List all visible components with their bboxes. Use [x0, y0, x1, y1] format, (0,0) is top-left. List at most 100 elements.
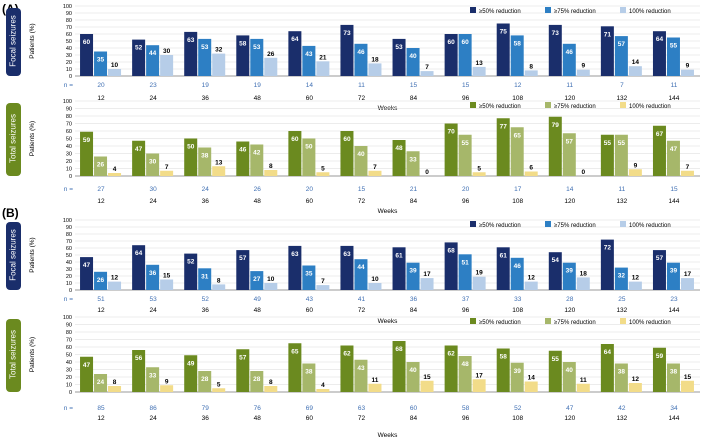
- bar: [236, 35, 250, 76]
- x-tick-label: 108: [512, 307, 523, 314]
- data-label: 44: [149, 50, 157, 57]
- data-label: 11: [372, 377, 379, 384]
- x-tick-label: 48: [254, 95, 262, 102]
- x-tick-label: 108: [512, 95, 523, 102]
- n-label: 20: [97, 82, 105, 89]
- bar: [406, 262, 420, 290]
- legend-label: 100% reduction: [629, 223, 671, 229]
- x-tick-label: 84: [410, 415, 418, 422]
- bar: [562, 133, 576, 176]
- y-tick-label: 100: [63, 99, 72, 105]
- bar: [444, 242, 458, 290]
- y-tick-label: 10: [66, 67, 72, 73]
- bar: [576, 383, 590, 392]
- bar: [160, 55, 174, 76]
- data-label: 6: [529, 165, 533, 172]
- x-tick-label: 120: [564, 307, 575, 314]
- bar: [354, 259, 368, 290]
- legend-label: ≥50% reduction: [479, 320, 521, 326]
- data-label: 24: [97, 379, 105, 386]
- bar: [368, 383, 382, 392]
- data-label: 48: [462, 361, 470, 368]
- data-label: 49: [187, 360, 195, 367]
- data-label: 52: [135, 45, 143, 52]
- data-label: 55: [618, 140, 626, 147]
- data-label: 46: [357, 49, 365, 56]
- bar: [198, 268, 212, 290]
- x-tick-label: 144: [669, 415, 680, 422]
- panel-label-b: (B): [2, 206, 19, 220]
- n-label: 42: [618, 405, 626, 412]
- y-tick-label: 0: [69, 288, 72, 294]
- data-label: 62: [448, 351, 456, 358]
- bar: [614, 134, 628, 176]
- y-tick-label: 70: [66, 25, 72, 31]
- chart-1: Total seizures Patients (%)01020304050607…: [6, 99, 700, 215]
- bar: [524, 281, 538, 290]
- data-label: 58: [514, 40, 522, 47]
- data-label: 47: [83, 262, 91, 269]
- bar: [472, 66, 486, 76]
- n-label: 23: [150, 82, 158, 89]
- n-label: 11: [671, 82, 678, 89]
- bar: [132, 39, 146, 76]
- bar: [406, 151, 420, 176]
- legend-swatch: [620, 318, 626, 324]
- bar: [562, 262, 576, 290]
- data-label: 33: [409, 156, 417, 163]
- bar: [666, 37, 680, 76]
- data-label: 8: [269, 379, 273, 386]
- data-label: 26: [97, 162, 105, 169]
- n-label: 52: [202, 296, 210, 303]
- data-label: 14: [528, 375, 536, 382]
- data-label: 40: [566, 367, 574, 374]
- bar: [340, 24, 354, 76]
- n-label: 53: [150, 296, 158, 303]
- legend-label: ≥50% reduction: [479, 9, 521, 15]
- data-label: 18: [371, 56, 379, 63]
- data-label: 8: [529, 63, 533, 70]
- data-label: 48: [395, 145, 403, 152]
- bar: [562, 362, 576, 392]
- x-tick-label: 72: [358, 95, 366, 102]
- x-tick-label: 12: [97, 95, 105, 102]
- bar: [198, 371, 212, 392]
- data-label: 56: [135, 355, 143, 362]
- x-tick-label: 12: [97, 415, 105, 422]
- bar: [458, 34, 472, 76]
- bar: [652, 31, 666, 76]
- legend-swatch: [545, 7, 551, 13]
- bar: [302, 138, 316, 176]
- bar: [472, 276, 486, 290]
- data-label: 40: [409, 53, 417, 60]
- n-label: 58: [462, 405, 470, 412]
- x-tick-label: 60: [306, 198, 314, 205]
- data-label: 64: [656, 36, 664, 43]
- n-label: 20: [462, 186, 470, 193]
- data-label: 38: [618, 369, 626, 376]
- data-label: 60: [343, 136, 351, 143]
- x-axis-label: Weeks: [378, 432, 398, 439]
- y-tick-label: 30: [66, 368, 72, 374]
- x-tick-label: 96: [462, 415, 470, 422]
- data-label: 13: [476, 60, 484, 67]
- data-label: 8: [217, 277, 221, 284]
- n-label: 15: [462, 82, 470, 89]
- n-label: 33: [514, 296, 522, 303]
- bar: [548, 24, 562, 76]
- x-tick-label: 84: [410, 95, 418, 102]
- n-label: 11: [619, 186, 626, 193]
- bar: [628, 66, 642, 76]
- y-tick-label: 0: [69, 174, 72, 180]
- bar: [94, 51, 108, 76]
- bar: [80, 356, 94, 392]
- data-label: 75: [500, 29, 508, 36]
- n-label: 15: [670, 186, 678, 193]
- data-label: 47: [83, 362, 91, 369]
- bar: [236, 250, 250, 290]
- data-label: 60: [448, 39, 456, 46]
- bar: [600, 239, 614, 290]
- data-label: 9: [634, 162, 638, 169]
- y-tick-label: 20: [66, 375, 72, 381]
- y-tick-label: 50: [66, 137, 72, 143]
